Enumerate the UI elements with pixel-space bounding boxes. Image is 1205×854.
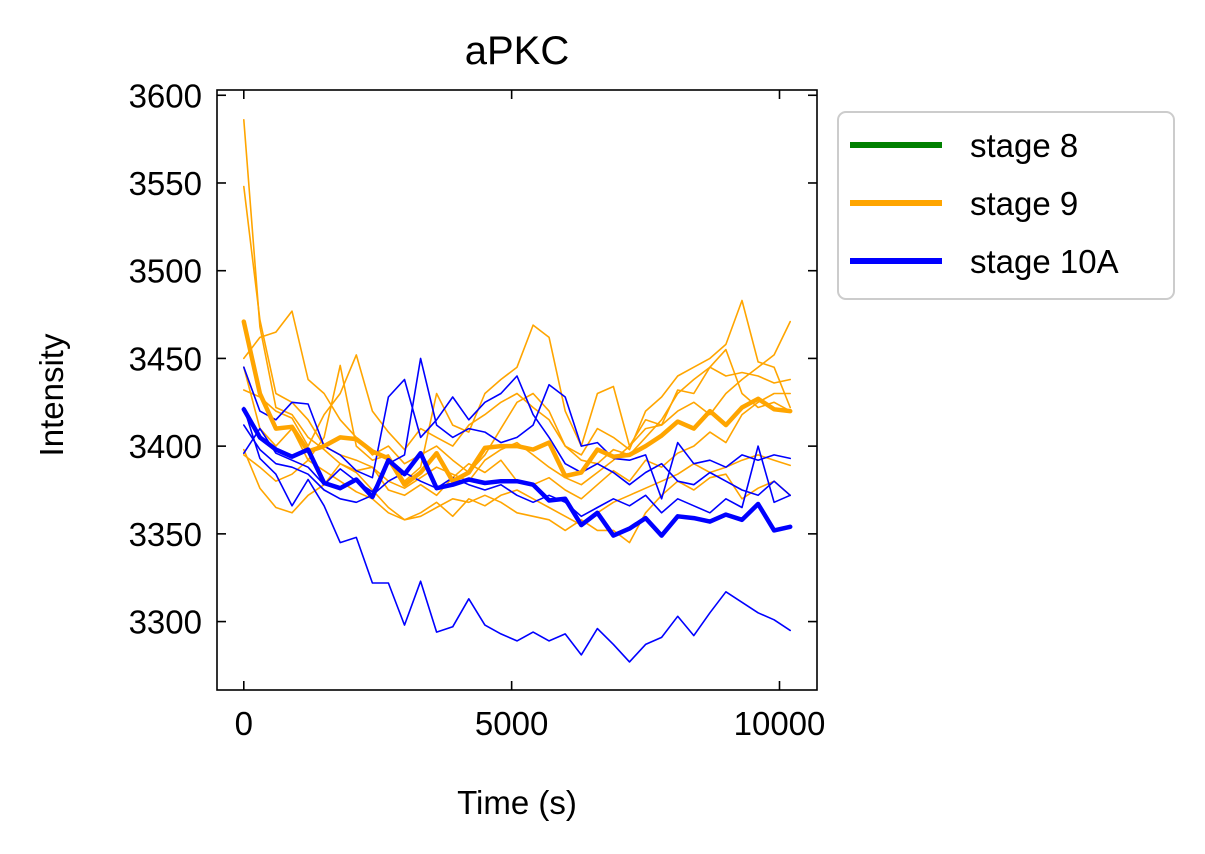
mean-line-stage-10a-12 bbox=[241, 407, 793, 538]
series-layer bbox=[241, 119, 793, 663]
trace-line-stage-10a-10 bbox=[243, 424, 792, 518]
y-tick-label: 3550 bbox=[129, 165, 202, 202]
x-axis-label: Time (s) bbox=[457, 784, 577, 821]
trace-line-stage-10a-9 bbox=[243, 357, 792, 500]
trace-line-stage-9-3 bbox=[243, 324, 792, 483]
y-tick-label: 3500 bbox=[129, 253, 202, 290]
x-tick-label: 5000 bbox=[475, 705, 548, 742]
trace-line-stage-9-4 bbox=[243, 299, 792, 456]
trace-line-stage-9-2 bbox=[243, 310, 792, 474]
legend-label: stage 8 bbox=[970, 127, 1078, 164]
legend-box bbox=[837, 111, 1175, 300]
y-tick-label: 3450 bbox=[129, 340, 202, 377]
y-tick-label: 3350 bbox=[129, 516, 202, 553]
y-tick-label: 3600 bbox=[129, 77, 202, 114]
ticks-layer: 0 5000 10000 3300 3350 3400 3450 3500 3550 3600 bbox=[129, 77, 826, 742]
y-tick-label: 3400 bbox=[129, 428, 202, 465]
trace-line-stage-9-6 bbox=[243, 454, 792, 526]
y-tick-label: 3300 bbox=[129, 604, 202, 641]
mean-line-stage-9-11 bbox=[241, 319, 793, 487]
plot-frame bbox=[216, 89, 818, 691]
x-tick-label: 10000 bbox=[734, 705, 826, 742]
legend-label: stage 9 bbox=[970, 185, 1078, 222]
chart-title: aPKC bbox=[465, 29, 570, 73]
x-tick-label: 0 bbox=[235, 705, 253, 742]
y-axis-label: Intensity bbox=[33, 333, 70, 456]
legend-label: stage 10A bbox=[970, 243, 1119, 280]
trace-line-stage-10a-7 bbox=[243, 406, 792, 663]
trace-line-stage-10a-8 bbox=[243, 366, 792, 497]
legend: stage 8 stage 9 stage 10A bbox=[837, 111, 1175, 300]
trace-line-stage-9-5 bbox=[243, 448, 792, 544]
